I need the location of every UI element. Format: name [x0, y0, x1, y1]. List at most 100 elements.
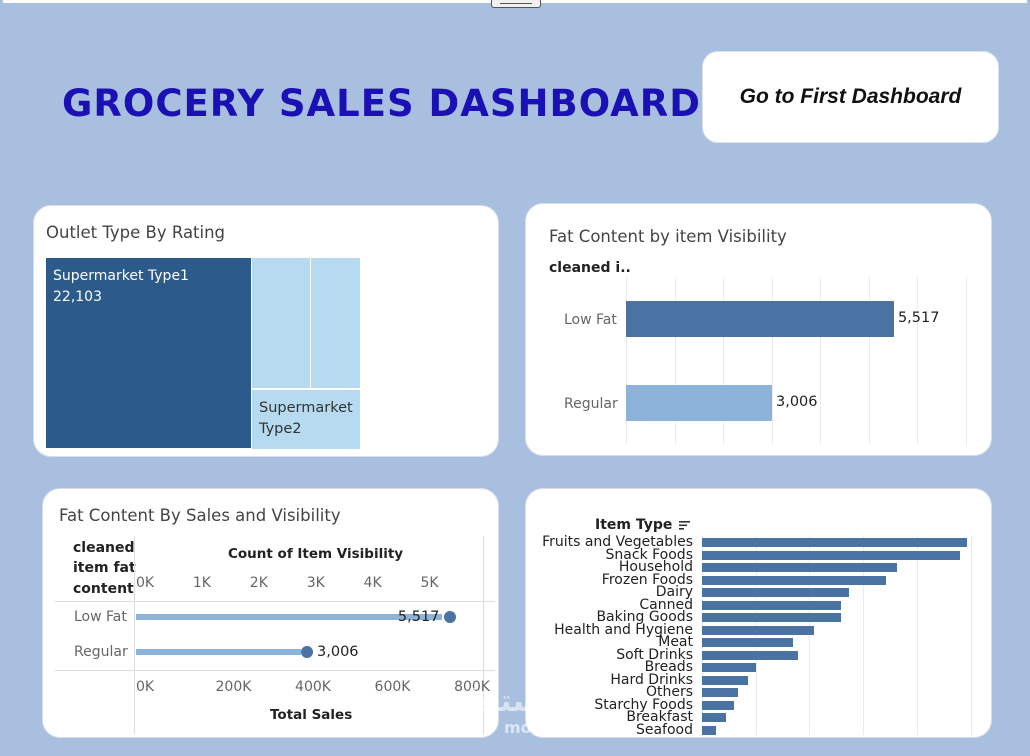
item-type-label: Health and Hygiene: [554, 621, 693, 638]
treemap-cell-small-b[interactable]: [310, 258, 360, 388]
gridline: [723, 277, 725, 445]
visibility-dot-regular[interactable]: [301, 646, 314, 658]
top-axis-title: Count of Item Visibility: [228, 546, 404, 562]
gridline: [674, 277, 676, 445]
row-header-line: content: [73, 581, 134, 597]
item-type-label: Breakfast: [626, 709, 693, 726]
item-type-bar[interactable]: [702, 575, 886, 585]
sales-value-label: 5,517: [397, 609, 440, 625]
row-header-line: item fat: [73, 560, 136, 576]
visibility-row-label: Low Fat: [564, 312, 617, 328]
item-type-bar[interactable]: [702, 550, 960, 560]
item-type-bar[interactable]: [702, 538, 967, 547]
top-axis-tick: 1K: [192, 575, 211, 591]
item-type-bar[interactable]: [702, 688, 739, 698]
item-type-bar[interactable]: [702, 613, 842, 623]
visibility-value-label: 3,006: [776, 394, 818, 410]
treemap-cell-small-a[interactable]: [251, 258, 311, 388]
item-type-bar[interactable]: [702, 663, 756, 673]
item-type-label: Others: [645, 684, 693, 701]
watermark-logo-sub: mostaql.com: [504, 718, 620, 737]
sales-bar-regular[interactable]: [136, 649, 301, 655]
item-type-bar[interactable]: [702, 713, 726, 723]
item-type-label: Meat: [658, 634, 693, 651]
gridline: [771, 277, 773, 445]
sales-card-title: Fat Content By Sales and Visibility: [59, 506, 341, 525]
treemap-cell-value: 22,103: [53, 289, 102, 305]
item-type-label: Household: [618, 559, 693, 576]
bottom-axis-tick: 800K: [454, 679, 490, 695]
item-type-bar[interactable]: [702, 675, 748, 685]
bottom-axis-title: Total Sales: [270, 707, 353, 723]
bottom-axis-tick: 400K: [295, 679, 331, 695]
gridline: [917, 277, 919, 445]
item-type-label: Seafood: [635, 721, 693, 738]
item-type-label: Snack Foods: [605, 546, 693, 563]
gridline: [863, 535, 865, 735]
sales-row-label: Low Fat: [74, 609, 127, 625]
gridline: [868, 277, 870, 445]
bottom-axis-tick: 600K: [374, 679, 411, 695]
treemap-cell-label: Supermarket Type1: [53, 268, 189, 284]
gridline: [809, 535, 811, 735]
item-type-label: Dairy: [655, 584, 693, 601]
gridline: [626, 277, 627, 445]
top-axis-tick: 0K: [136, 575, 155, 591]
gridline: [820, 277, 822, 445]
sales-value-label: 3,006: [317, 644, 359, 660]
footer-divider: [55, 670, 495, 671]
visibility-dot-low-fat[interactable]: [443, 611, 456, 623]
item-type-bar[interactable]: [702, 700, 734, 710]
item-type-label: Breads: [644, 659, 693, 676]
item-type-label: Starchy Foods: [594, 696, 693, 713]
item-type-label: Baking Goods: [596, 609, 693, 626]
sales-row-label: Regular: [74, 644, 128, 660]
item-type-bar[interactable]: [702, 725, 716, 735]
item-type-header[interactable]: Item Type: [595, 517, 691, 533]
item-type-bar[interactable]: [702, 650, 798, 660]
sales-bar-low-fat[interactable]: [136, 614, 443, 620]
bottom-axis-tick: 200K: [215, 679, 252, 695]
treemap-cell-type2-label: Supermarket Type2: [259, 400, 353, 437]
gridline: [966, 277, 967, 445]
item-type-bar[interactable]: [702, 638, 794, 648]
item-type-label: Canned: [639, 596, 693, 613]
sort-icon[interactable]: [679, 520, 691, 530]
gridline: [755, 535, 757, 735]
bottom-axis-tick: 0K: [136, 679, 155, 695]
sales-visibility-card: Fat Content By Sales and Visibility clea…: [42, 488, 499, 738]
item-type-label: Soft Drinks: [616, 646, 693, 663]
item-type-card: Item Type Fruits and Vegetables Snack Foo…: [525, 488, 992, 738]
item-type-bar[interactable]: [702, 625, 814, 635]
treemap-cell-supermarket-type1[interactable]: Supermarket Type1 22,103: [46, 258, 251, 448]
visibility-bar-regular[interactable]: [626, 385, 772, 421]
item-type-header-label: Item Type: [595, 517, 673, 533]
visibility-card-title: Fat Content by item Visibility: [549, 227, 787, 246]
visibility-bar-low-fat[interactable]: [626, 301, 894, 337]
visibility-value-label: 5,517: [897, 310, 940, 326]
visibility-row-label: Regular: [564, 396, 618, 412]
header-divider: [134, 536, 135, 734]
gridline: [702, 535, 703, 735]
watermark-logo: مستقل: [452, 684, 562, 719]
gridline: [916, 535, 918, 735]
top-axis-tick: 5K: [420, 575, 439, 591]
right-divider: [483, 536, 484, 734]
item-type-bar[interactable]: [702, 600, 842, 610]
header-divider: [55, 601, 495, 602]
item-type-label: Frozen Foods: [601, 571, 693, 588]
item-type-bar[interactable]: [702, 588, 849, 598]
item-type-bar[interactable]: [702, 563, 898, 573]
visibility-card: Fat Content by item Visibility cleaned i…: [525, 203, 992, 456]
treemap-cell-supermarket-type2[interactable]: Supermarket Type2: [251, 389, 360, 449]
outlet-type-card: Outlet Type By Rating Supermarket Type1 …: [33, 205, 499, 457]
outlet-card-title: Outlet Type By Rating: [46, 223, 226, 242]
visibility-column-header[interactable]: cleaned i..: [549, 260, 631, 276]
top-axis-tick: 3K: [306, 575, 325, 591]
go-to-first-dashboard-button[interactable]: Go to First Dashboard: [702, 51, 999, 143]
drag-handle-icon[interactable]: [491, 0, 541, 8]
dashboard-title: GROCERY SALES DASHBOARD: [62, 82, 702, 125]
top-axis-tick: 4K: [363, 575, 382, 591]
item-type-label: Hard Drinks: [610, 671, 693, 688]
gridline: [970, 535, 972, 735]
